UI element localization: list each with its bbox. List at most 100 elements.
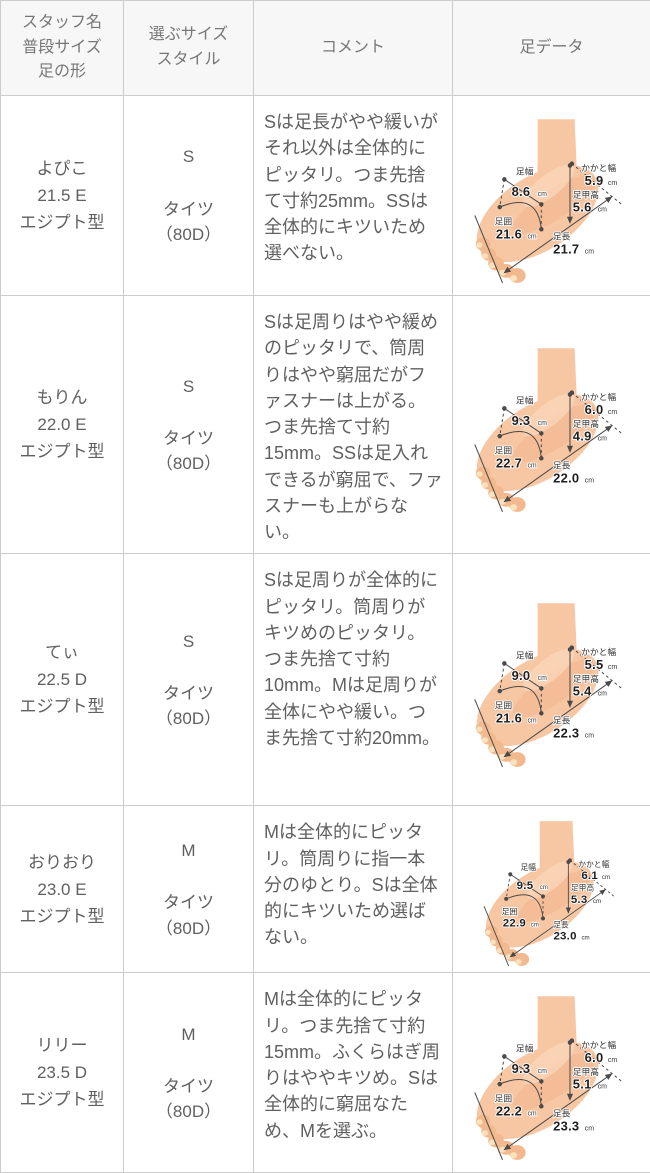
value-circumference: 22.7: [496, 455, 522, 470]
label-foot-width: 足幅: [516, 1043, 534, 1054]
chosen-size: M: [126, 837, 251, 864]
header-size: 選ぶサイズ スタイル: [124, 1, 254, 96]
unit-label: cm: [527, 233, 536, 240]
foot-data-cell: 足幅 9.0 cm かかと幅 5.5 cm 足甲高 5.4 cm 足囲 21.6…: [453, 554, 650, 806]
foot-photo: [460, 603, 623, 767]
staff-name: てぃ: [3, 639, 121, 666]
staff-name: もりん: [3, 384, 121, 411]
unit-label: cm: [538, 1068, 547, 1075]
label-instep-height: 足甲高: [573, 418, 600, 429]
label-foot-width: 足幅: [520, 863, 536, 873]
label-instep-height: 足甲高: [570, 883, 594, 893]
value-foot-width: 8.6: [512, 184, 531, 199]
comment-cell: Mは全体的にピッタリ。筒周りに指一本分のゆとり。Sは全体的にキツいため選ばない。: [254, 806, 453, 973]
value-circumference: 22.2: [496, 1103, 522, 1118]
value-foot-width: 9.3: [512, 413, 531, 428]
table-row: よぴこ 21.5 E エジプト型 S タイツ （80D） Sは足長がやや緩いがそ…: [1, 96, 650, 296]
style-denier: （80D）: [126, 1099, 251, 1125]
size-cell: S タイツ （80D）: [124, 554, 254, 806]
style-denier: （80D）: [126, 222, 251, 248]
unit-label: cm: [527, 462, 536, 469]
value-instep-height: 5.4: [573, 684, 592, 699]
value-heel-width: 6.1: [581, 871, 598, 883]
chosen-size: M: [126, 1021, 251, 1048]
label-foot-width: 足幅: [516, 394, 534, 405]
unit-label: cm: [598, 435, 607, 442]
staff-cell: てぃ 22.5 D エジプト型: [1, 554, 124, 806]
unit-label: cm: [538, 191, 547, 198]
value-heel-width: 5.5: [585, 657, 604, 672]
label-circumference: 足囲: [495, 701, 513, 711]
value-heel-width: 5.9: [585, 172, 604, 187]
label-foot-length: 足長: [553, 921, 569, 930]
size-cell: M タイツ （80D）: [124, 973, 254, 1173]
unit-label: cm: [598, 206, 607, 213]
label-foot-width: 足幅: [516, 650, 534, 661]
label-foot-length: 足長: [553, 231, 571, 241]
foot-photo: [471, 821, 615, 966]
label-foot-length: 足長: [553, 1108, 571, 1118]
foot-measurement-diagram: 足幅 9.0 cm かかと幅 5.5 cm 足甲高 5.4 cm 足囲 21.6…: [460, 592, 643, 768]
comment-cell: Mは全体的にピッタリ。つま先捨て寸約15mm。ふくらはぎ周りはややキツめ。Sは全…: [254, 973, 453, 1173]
label-heel-width: かかと幅: [578, 859, 609, 869]
foot-shape: エジプト型: [3, 693, 121, 720]
unit-label: cm: [538, 675, 547, 682]
usual-size: 22.0 E: [3, 411, 121, 438]
value-instep-height: 5.1: [573, 1077, 592, 1092]
style-denier: （80D）: [126, 706, 251, 732]
comment-cell: Sは足長がやや緩いがそれ以外は全体的にピッタリ。つま先捨て寸約25mm。SSは全…: [254, 96, 453, 296]
table-row: おりおり 23.0 E エジプト型 M タイツ （80D） Mは全体的にピッタリ…: [1, 806, 650, 973]
foot-shape: エジプト型: [3, 209, 121, 236]
unit-label: cm: [585, 732, 594, 739]
unit-label: cm: [608, 179, 617, 186]
size-cell: S タイツ （80D）: [124, 296, 254, 554]
style-denier: （80D）: [126, 451, 251, 477]
unit-label: cm: [527, 717, 536, 724]
unit-label: cm: [608, 409, 617, 416]
unit-label: cm: [598, 1084, 607, 1091]
foot-data-cell: 足幅 9.3 cm かかと幅 6.0 cm 足甲高 4.9 cm 足囲 22.7…: [453, 296, 650, 554]
style-name: タイツ: [126, 1074, 251, 1100]
label-heel-width: かかと幅: [581, 162, 616, 173]
unit-label: cm: [585, 1125, 594, 1132]
unit-label: cm: [608, 1057, 617, 1064]
value-foot-length: 22.3: [553, 725, 579, 740]
header-row: スタッフ名 普段サイズ 足の形 選ぶサイズ スタイル コメント 足データ: [1, 1, 650, 96]
staff-name: よぴこ: [3, 155, 121, 182]
comment-text: Sは足長がやや緩いがそれ以外は全体的にピッタリ。つま先捨て寸約25mm。SSは全…: [264, 109, 443, 267]
style-name: タイツ: [126, 426, 251, 452]
foot-photo: [460, 119, 623, 283]
foot-measurement-diagram: 足幅 9.3 cm かかと幅 6.0 cm 足甲高 5.1 cm 足囲 22.2…: [460, 985, 643, 1161]
label-circumference: 足囲: [501, 908, 517, 917]
label-instep-height: 足甲高: [573, 188, 600, 199]
comment-text: Sは足周りが全体的にピッタリ。筒周りがキツめのピッタリ。つま先捨て寸約10mm。…: [264, 567, 443, 751]
label-instep-height: 足甲高: [573, 1066, 600, 1077]
table-row: てぃ 22.5 D エジプト型 S タイツ （80D） Sは足周りが全体的にピッ…: [1, 554, 650, 806]
foot-measurement-diagram: 足幅 9.5 cm かかと幅 6.1 cm 足甲高 5.3 cm 足囲 22.9…: [471, 811, 633, 967]
unit-label: cm: [527, 1110, 536, 1117]
unit-label: cm: [585, 477, 594, 484]
value-foot-width: 9.0: [512, 668, 531, 683]
style-name: タイツ: [126, 681, 251, 707]
unit-label: cm: [530, 922, 538, 929]
chosen-size: S: [126, 628, 251, 655]
unit-label: cm: [581, 935, 589, 942]
value-foot-length: 21.7: [553, 241, 579, 256]
table-row: リリー 23.5 D エジプト型 M タイツ （80D） Mは全体的にピッタリ。…: [1, 973, 650, 1173]
label-foot-length: 足長: [553, 460, 571, 470]
comment-cell: Sは足周りはやや緩めのピッタリで、筒周りはやや窮屈だがファスナーは上がる。つま先…: [254, 296, 453, 554]
label-instep-height: 足甲高: [573, 673, 600, 684]
unit-label: cm: [538, 420, 547, 427]
value-instep-height: 5.6: [573, 199, 592, 214]
comment-text: Mは全体的にピッタリ。筒周りに指一本分のゆとり。Sは全体的にキツいため選ばない。: [264, 819, 443, 950]
foot-data-cell: 足幅 9.5 cm かかと幅 6.1 cm 足甲高 5.3 cm 足囲 22.9…: [453, 806, 650, 973]
foot-photo: [460, 996, 623, 1160]
usual-size: 23.5 D: [3, 1059, 121, 1086]
staff-cell: おりおり 23.0 E エジプト型: [1, 806, 124, 973]
foot-photo: [460, 348, 623, 512]
staff-cell: よぴこ 21.5 E エジプト型: [1, 96, 124, 296]
label-circumference: 足囲: [495, 216, 513, 226]
usual-size: 22.5 D: [3, 666, 121, 693]
style-denier: （80D）: [126, 916, 251, 942]
chosen-size: S: [126, 373, 251, 400]
